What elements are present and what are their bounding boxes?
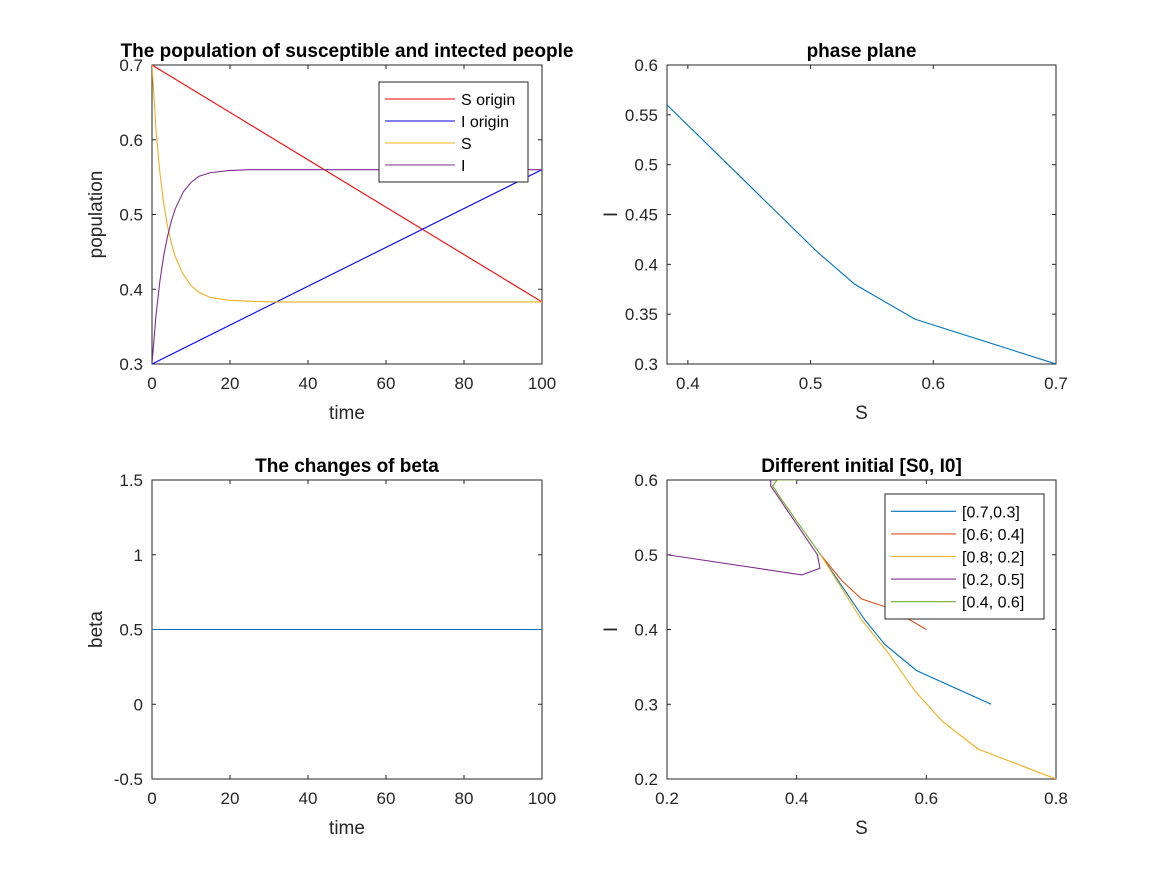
chart-4-series-line-5 [772,480,822,556]
chart-1-xtick-label: 60 [377,374,396,393]
chart-2-ytick-label: 0.3 [634,355,658,374]
chart-1-legend-label: I [461,158,465,175]
chart-1-ytick-label: 0.7 [119,56,143,75]
chart-3-ytick-label: -0.5 [114,770,143,789]
chart-3-xlabel: time [329,818,365,839]
chart-2-ytick-label: 0.35 [625,305,658,324]
chart-4-legend-label: [0.2, 0.5] [962,572,1024,589]
chart-1-ytick-label: 0.4 [119,280,143,299]
chart-4-xtick-label: 0.2 [655,789,679,808]
chart-4-legend-label: [0.4, 0.6] [962,595,1024,612]
chart-3-ytick-label: 0.5 [119,621,143,640]
chart-1-series-line-2 [152,169,542,364]
chart-3-ytick-label: 1.5 [119,471,143,490]
chart-1-ytick-label: 0.5 [119,206,143,225]
chart-2-title: phase plane [807,41,917,62]
chart-1-legend-label: S [461,136,472,153]
chart-4-series-line-4 [667,480,821,576]
chart-3-xtick-label: 100 [528,789,556,808]
chart-4-legend-label: [0.8; 0.2] [962,550,1024,567]
chart-4-legend: [0.7,0.3] [0.6; 0.4] [0.8; 0.2] [0.2, 0.5] [… [884,493,1045,620]
chart-4-series-line-1 [820,554,992,705]
chart-2-xtick-label: 0.4 [676,374,700,393]
chart-1-xtick-label: 40 [299,374,318,393]
chart-3-xtick-label: 40 [299,789,318,808]
chart-3-title: The changes of beta [255,456,439,477]
chart-4-xtick-label: 0.8 [1044,789,1068,808]
chart-2-axes-box [666,64,1057,365]
chart-4-legend-label: [0.7,0.3] [962,504,1020,521]
chart-2-xtick-label: 0.5 [799,374,823,393]
chart-4-xlabel: S [855,818,868,839]
chart-1-ytick-label: 0.6 [119,131,143,150]
chart-4: 0.2 0.4 0.6 0.8 0.2 0.3 0.4 0.5 0.6 Different ini… [601,456,1068,839]
chart-4-xtick-label: 0.6 [915,789,939,808]
chart-4-ytick-label: 0.6 [634,471,658,490]
chart-1-ylabel: population [86,171,107,259]
chart-1-series-line-3 [152,65,542,303]
chart-4-ylabel: I [601,627,622,632]
chart-4-xtick-label: 0.4 [785,789,809,808]
chart-2-ytick-label: 0.5 [634,156,658,175]
chart-4-legend-label: [0.6; 0.4] [962,527,1024,544]
chart-1-title: The population of susceptible and intect… [121,41,574,62]
chart-2-ytick-label: 0.45 [625,206,658,225]
chart-2-xtick-label: 0.7 [1044,374,1068,393]
chart-3-ytick-label: 0 [134,695,143,714]
chart-3-xtick-label: 80 [455,789,474,808]
chart-2-xlabel: S [855,403,868,424]
chart-3-ylabel: beta [86,611,107,648]
chart-3-xtick-label: 20 [221,789,240,808]
chart-1-xtick-label: 80 [455,374,474,393]
chart-2-series-line-1 [667,104,1056,364]
chart-1-series-line-1 [152,65,542,303]
chart-4-ytick-label: 0.5 [634,546,658,565]
chart-3-xtick-label: 60 [377,789,396,808]
chart-3-ytick-label: 1 [134,546,143,565]
chart-1-xtick-label: 0 [147,374,156,393]
chart-2-ytick-label: 0.6 [634,56,658,75]
chart-1-xlabel: time [329,403,365,424]
chart-4-series-line-3 [820,554,1056,779]
chart-1-legend: S origin I origin SI [378,81,529,183]
chart-1-legend-label: I origin [461,114,509,131]
chart-2-xtick-label: 0.6 [921,374,945,393]
chart-1-series-line-4 [152,169,542,364]
chart-2-ytick-label: 0.4 [634,255,658,274]
chart-1-xtick-label: 100 [528,374,556,393]
chart-1-legend-label: S origin [461,92,515,109]
chart-4-title: Different initial [S0, I0] [761,456,962,477]
chart-3-xtick-label: 0 [147,789,156,808]
chart-1-xtick-label: 20 [221,374,240,393]
chart-4-ytick-label: 0.2 [634,770,658,789]
chart-2-ytick-label: 0.55 [625,106,658,125]
chart-4-ytick-label: 0.4 [634,621,658,640]
chart-2: 0.4 0.5 0.6 0.7 0.3 0.35 0.4 0.45 0.5 0.55 0.6 phas… [601,41,1068,424]
chart-1-ytick-label: 0.3 [119,355,143,374]
chart-2-ylabel: I [601,212,622,217]
chart-4-ytick-label: 0.3 [634,695,658,714]
